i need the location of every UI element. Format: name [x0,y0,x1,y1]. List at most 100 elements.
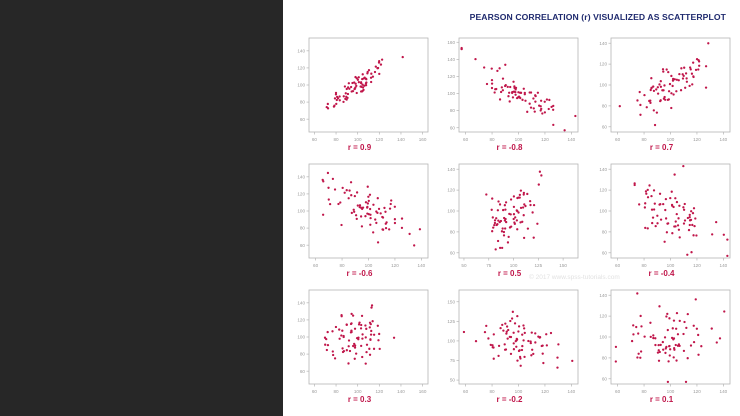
scatter-point [540,174,543,177]
x-tick-label: 120 [391,263,399,268]
scatter-point [637,332,640,335]
scatter-point [509,352,513,356]
scatter-point [498,246,502,250]
y-tick-label: 100 [599,209,607,214]
scatter-point [654,337,657,340]
scatter-point [354,214,358,217]
scatter-point [686,253,689,256]
scatter-point [347,345,350,348]
scatter-point [682,349,686,353]
scatter-point [643,335,646,338]
scatter-point [367,195,370,198]
scatter-point [350,90,353,93]
scatter-point [536,91,540,94]
scatter-point [497,219,500,222]
scatter-point [344,92,347,95]
y-tick-label: 120 [297,192,305,197]
scatter-point [726,254,729,258]
scatter-point [690,210,693,213]
scatter-point [545,333,548,336]
scatter-point [532,107,535,110]
scatter-point [518,95,521,98]
scatter-point [527,339,530,343]
r-label-3: r = 0.7 [649,143,674,152]
scatter-point [370,72,373,75]
scatter-point [684,86,687,89]
scatter-point [368,353,372,356]
scatter-point [349,85,353,89]
scatter-point [694,68,698,72]
scatter-point [522,214,525,217]
scatter-point [715,220,718,224]
scatter-point [669,348,672,351]
scatter-point [687,228,691,232]
scatter-point [685,80,689,83]
scatter-point [651,221,654,225]
scatter-point [502,230,506,234]
x-tick-label: 80 [489,389,495,394]
scatter-point [344,97,347,100]
scatter-point [373,70,377,74]
scatter-point [691,212,695,215]
scatter-point [379,63,383,66]
scatter-point [370,80,373,84]
scatter-point [508,212,511,216]
scatter-point [676,224,680,227]
scatter-point [536,222,539,225]
scatter-point [688,213,691,217]
scatter-point [534,341,537,344]
y-tick-label: 80 [450,229,456,234]
scatter-point [360,314,364,318]
scatter-point [652,208,656,211]
x-tick-label: 125 [534,263,542,268]
scatter-point [529,203,532,207]
scatter-point [663,336,667,339]
scatter-point [353,344,357,347]
scatter-point [360,344,363,347]
scatter-point [658,305,661,308]
scatter-point [351,344,355,348]
scatter-point [691,83,694,86]
scatter-point [324,343,327,346]
scatter-point [662,348,665,351]
scatter-point [490,208,493,211]
scatter-point [369,216,372,220]
scatter-point [517,325,521,328]
y-tick-label: 140 [297,48,305,53]
scatter-point [323,336,327,339]
scatter-point [367,199,370,203]
scatter-point [345,87,348,91]
scatter-point [530,354,533,357]
scatter-point [335,102,338,106]
scatter-point [658,83,661,86]
scatter-point [357,338,360,341]
r-label-4: r = -0.6 [346,269,373,278]
y-tick-label: 60 [300,117,306,122]
scatter-point [697,68,700,71]
scatter-point [639,103,642,107]
scatterplot-1: 60 80 100 120 140 160 60 80 100 120 140 [297,37,429,142]
scatter-point [531,348,534,351]
scatter-point [666,312,669,315]
scatter-point [361,77,364,81]
scatter-point [636,356,639,359]
scatter-point [652,109,655,112]
scatter-point [522,324,525,327]
scatter-point [543,111,547,114]
scatter-point [364,82,368,85]
scatter-point [364,215,367,218]
scatter-point [376,241,380,244]
y-tick-label: 100 [297,83,305,88]
scatter-point [675,359,678,362]
scatter-point [359,215,363,218]
scatter-point [666,328,669,332]
scatter-point [325,348,329,352]
scatter-point [522,339,525,342]
scatter-point [690,72,694,75]
slide: PEARSON CORRELATION (r) VISUALIZED AS SC… [283,0,740,416]
scatter-point [361,355,364,359]
scatter-point [683,202,686,206]
scatter-point [485,193,488,196]
x-tick-label: 100 [667,137,675,142]
scatter-point [671,232,674,235]
